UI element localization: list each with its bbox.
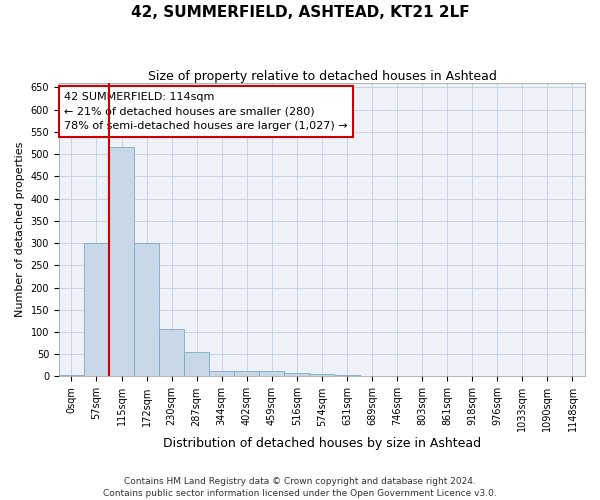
Bar [209, 371, 234, 376]
Bar [59, 375, 84, 376]
Bar [234, 370, 259, 376]
Y-axis label: Number of detached properties: Number of detached properties [15, 142, 25, 318]
Bar [284, 373, 310, 376]
Bar [310, 374, 334, 376]
X-axis label: Distribution of detached houses by size in Ashtead: Distribution of detached houses by size … [163, 437, 481, 450]
Text: 42, SUMMERFIELD, ASHTEAD, KT21 2LF: 42, SUMMERFIELD, ASHTEAD, KT21 2LF [131, 5, 469, 20]
Text: Contains HM Land Registry data © Crown copyright and database right 2024.
Contai: Contains HM Land Registry data © Crown c… [103, 476, 497, 498]
Bar [84, 243, 109, 376]
Bar [134, 243, 159, 376]
Text: 42 SUMMERFIELD: 114sqm
← 21% of detached houses are smaller (280)
78% of semi-de: 42 SUMMERFIELD: 114sqm ← 21% of detached… [64, 92, 348, 132]
Bar [334, 375, 359, 376]
Title: Size of property relative to detached houses in Ashtead: Size of property relative to detached ho… [148, 70, 496, 83]
Bar [109, 148, 134, 376]
Bar [184, 352, 209, 376]
Bar [259, 371, 284, 376]
Bar [159, 329, 184, 376]
